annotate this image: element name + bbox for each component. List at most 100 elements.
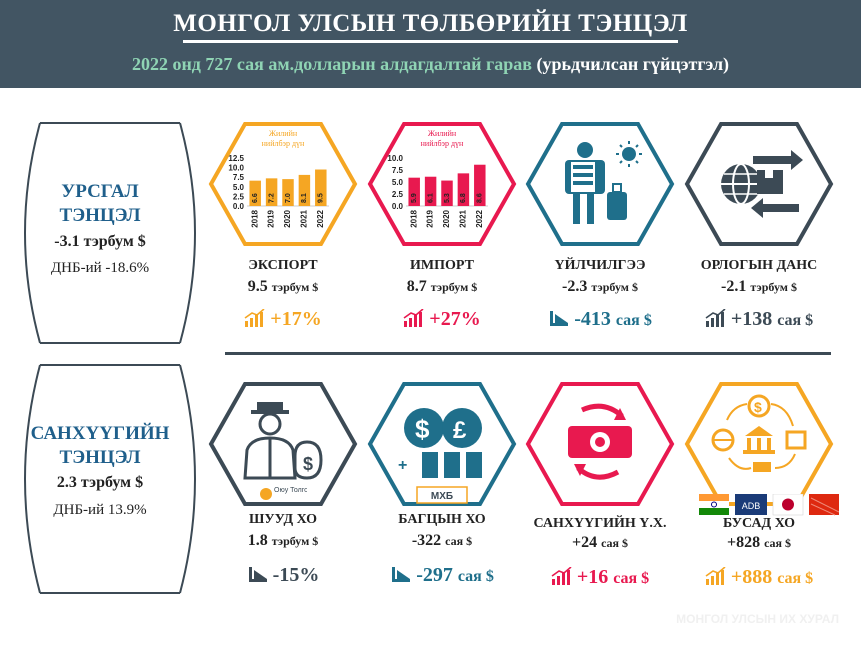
import-value: 8.7 тэрбум $ bbox=[362, 278, 522, 296]
svg-text:$: $ bbox=[303, 454, 313, 474]
y-tick-label: 7.5 bbox=[233, 173, 245, 182]
subtitle-note: (урьдчилсан гүйцэтгэл) bbox=[536, 54, 730, 74]
import-hexagon bbox=[367, 122, 517, 246]
services-change-value: -413 bbox=[574, 308, 611, 330]
other-change-value: +888 bbox=[730, 566, 773, 588]
other-value: +828 сая $ bbox=[679, 534, 839, 552]
svg-text:+: + bbox=[398, 457, 407, 474]
y-tick-label: 5.0 bbox=[392, 178, 404, 187]
financial-account-title-line1: САНХҮҮГИЙН bbox=[30, 423, 170, 444]
export-card: Жилийн нийлбэр дүн 12.5 10.0 7.5 5.0 2.5 0.0 6.6… bbox=[203, 118, 363, 338]
x-tick-label: 2018 bbox=[250, 209, 259, 227]
income-label: ОРЛОГЫН ДАНС bbox=[700, 258, 818, 273]
bar bbox=[441, 180, 453, 206]
financial-account-section: САНХҮҮГИЙН ТЭНЦЭЛ 2.3 тэрбум $ ДНБ-ий 13… bbox=[0, 360, 200, 598]
income-value-unit: тэрбум $ bbox=[750, 280, 797, 294]
import-label: ИМПОРТ bbox=[410, 258, 474, 273]
bar bbox=[298, 174, 311, 206]
y-tick-label: 7.5 bbox=[392, 166, 404, 175]
x-tick-label: 2020 bbox=[442, 209, 451, 227]
x-tick-label: 2022 bbox=[475, 209, 484, 227]
investor-icon: $ bbox=[243, 402, 323, 480]
current-account-title-line1: УРСГАЛ bbox=[61, 181, 139, 202]
chart-title-line2: нийлбэр дүн bbox=[262, 139, 305, 148]
financial-account-title: САНХҮҮГИЙН ТЭНЦЭЛ bbox=[0, 422, 200, 470]
services-hexagon bbox=[525, 122, 675, 246]
import-value-unit: тэрбум $ bbox=[430, 280, 478, 294]
mse-logo: МХБ bbox=[416, 486, 468, 504]
fdi-card: $ Оюу Толгой ШУУД ХО 1.8 тэрбум $ -15% bbox=[203, 378, 363, 598]
fdi-change: -15% bbox=[203, 564, 363, 587]
export-value-unit: тэрбум $ bbox=[271, 280, 319, 294]
x-tick-label: 2019 bbox=[426, 209, 435, 227]
export-change: +17% bbox=[203, 308, 363, 331]
global-transfer-icon bbox=[721, 150, 803, 218]
growth-chart-icon bbox=[244, 309, 265, 327]
adb-logo-text: ADB bbox=[742, 501, 761, 511]
chart-title-line2: нийлбэр дүн bbox=[421, 139, 464, 148]
services-card: ҮЙЛЧИЛГЭЭ -2.3 тэрбум $ -413 сая $ bbox=[520, 118, 680, 338]
japan-flag-icon bbox=[772, 494, 804, 516]
portfolio-hexagon bbox=[367, 382, 517, 506]
subtitle-main: 2022 онд 727 сая ам.долларын алдагдалтай… bbox=[131, 54, 532, 74]
current-account-title: УРСГАЛ ТЭНЦЭЛ bbox=[0, 180, 200, 228]
bar-data-label: 7.0 bbox=[285, 193, 292, 203]
portfolio-value: -322 сая $ bbox=[362, 532, 522, 550]
bar bbox=[424, 176, 437, 206]
currency-exchange-icon bbox=[568, 403, 632, 480]
other-value-number: +828 bbox=[726, 534, 761, 551]
bar-data-label: 7.2 bbox=[268, 193, 275, 203]
income-value-number: -2.1 bbox=[721, 278, 747, 295]
svg-text:$: $ bbox=[415, 414, 430, 444]
derivatives-label: САНХҮҮГИЙН Ү.Х. bbox=[533, 516, 667, 531]
services-value-unit: тэрбум $ bbox=[591, 280, 638, 294]
portfolio-card: $ £ + МХБ БАГЦЫН ХО -322 сая $ -297 сая … bbox=[362, 378, 522, 598]
bar-data-label: 5.9 bbox=[411, 193, 418, 203]
x-tick-label: 2018 bbox=[409, 209, 418, 227]
derivatives-value-number: +24 bbox=[571, 534, 598, 551]
bar-data-label: 5.3 bbox=[444, 193, 451, 203]
derivatives-change: +16 сая $ bbox=[520, 566, 680, 589]
partner-flags: ADB bbox=[699, 494, 839, 516]
other-label: БУСАД ХО bbox=[723, 516, 795, 531]
import-card: Жилийн нийлбэр дүн 10.0 7.5 5.0 2.5 0.0 5.9 2018… bbox=[362, 118, 522, 338]
bar-data-label: 8.6 bbox=[477, 193, 484, 203]
current-account-section: УРСГАЛ ТЭНЦЭЛ -3.1 тэрбум $ ДНБ-ий -18.6… bbox=[0, 118, 200, 348]
income-hexagon bbox=[684, 122, 834, 246]
bar bbox=[474, 164, 486, 206]
export-label: ЭКСПОРТ bbox=[248, 258, 318, 273]
current-account-value: -3.1 тэрбум $ bbox=[54, 233, 146, 250]
decline-chart-icon bbox=[392, 567, 411, 582]
import-change-value: +27% bbox=[429, 308, 481, 330]
derivatives-change-value: +16 bbox=[576, 566, 609, 588]
traveler-icon bbox=[565, 141, 642, 224]
export-change-value: +17% bbox=[270, 308, 322, 330]
bar bbox=[408, 177, 420, 206]
global-finance-icon: $ bbox=[711, 394, 807, 472]
growth-chart-icon bbox=[705, 309, 726, 327]
bar-data-label: 6.8 bbox=[460, 193, 467, 203]
derivatives-change-unit: сая $ bbox=[613, 570, 650, 587]
portfolio-value-unit: сая $ bbox=[445, 534, 473, 548]
derivatives-value-unit: сая $ bbox=[601, 536, 629, 550]
x-tick-label: 2021 bbox=[300, 209, 309, 227]
fdi-label: ШУУД ХО bbox=[249, 512, 317, 527]
export-value-number: 9.5 bbox=[247, 278, 268, 295]
financial-account-gdp: ДНБ-ий 13.9% bbox=[53, 502, 147, 518]
portfolio-change-value: -297 bbox=[416, 564, 453, 586]
page-title: МОНГОЛ УЛСЫН ТӨЛБӨРИЙН ТЭНЦЭЛ bbox=[173, 10, 688, 37]
services-value-number: -2.3 bbox=[562, 278, 588, 295]
services-label: ҮЙЛЧИЛГЭЭ bbox=[554, 258, 646, 273]
fdi-value: 1.8 тэрбум $ bbox=[203, 532, 363, 550]
adb-logo: ADB bbox=[735, 494, 767, 515]
bar-data-label: 6.1 bbox=[427, 193, 434, 203]
india-flag-icon bbox=[699, 494, 729, 515]
bar bbox=[315, 169, 327, 206]
income-value: -2.1 тэрбум $ bbox=[679, 278, 839, 296]
footer-credit: МОНГОЛ УЛСЫН ИХ ХУРАЛ bbox=[676, 612, 839, 626]
bar-data-label: 6.6 bbox=[252, 193, 259, 203]
y-tick-label: 0.0 bbox=[233, 202, 245, 211]
x-tick-label: 2019 bbox=[267, 209, 276, 227]
